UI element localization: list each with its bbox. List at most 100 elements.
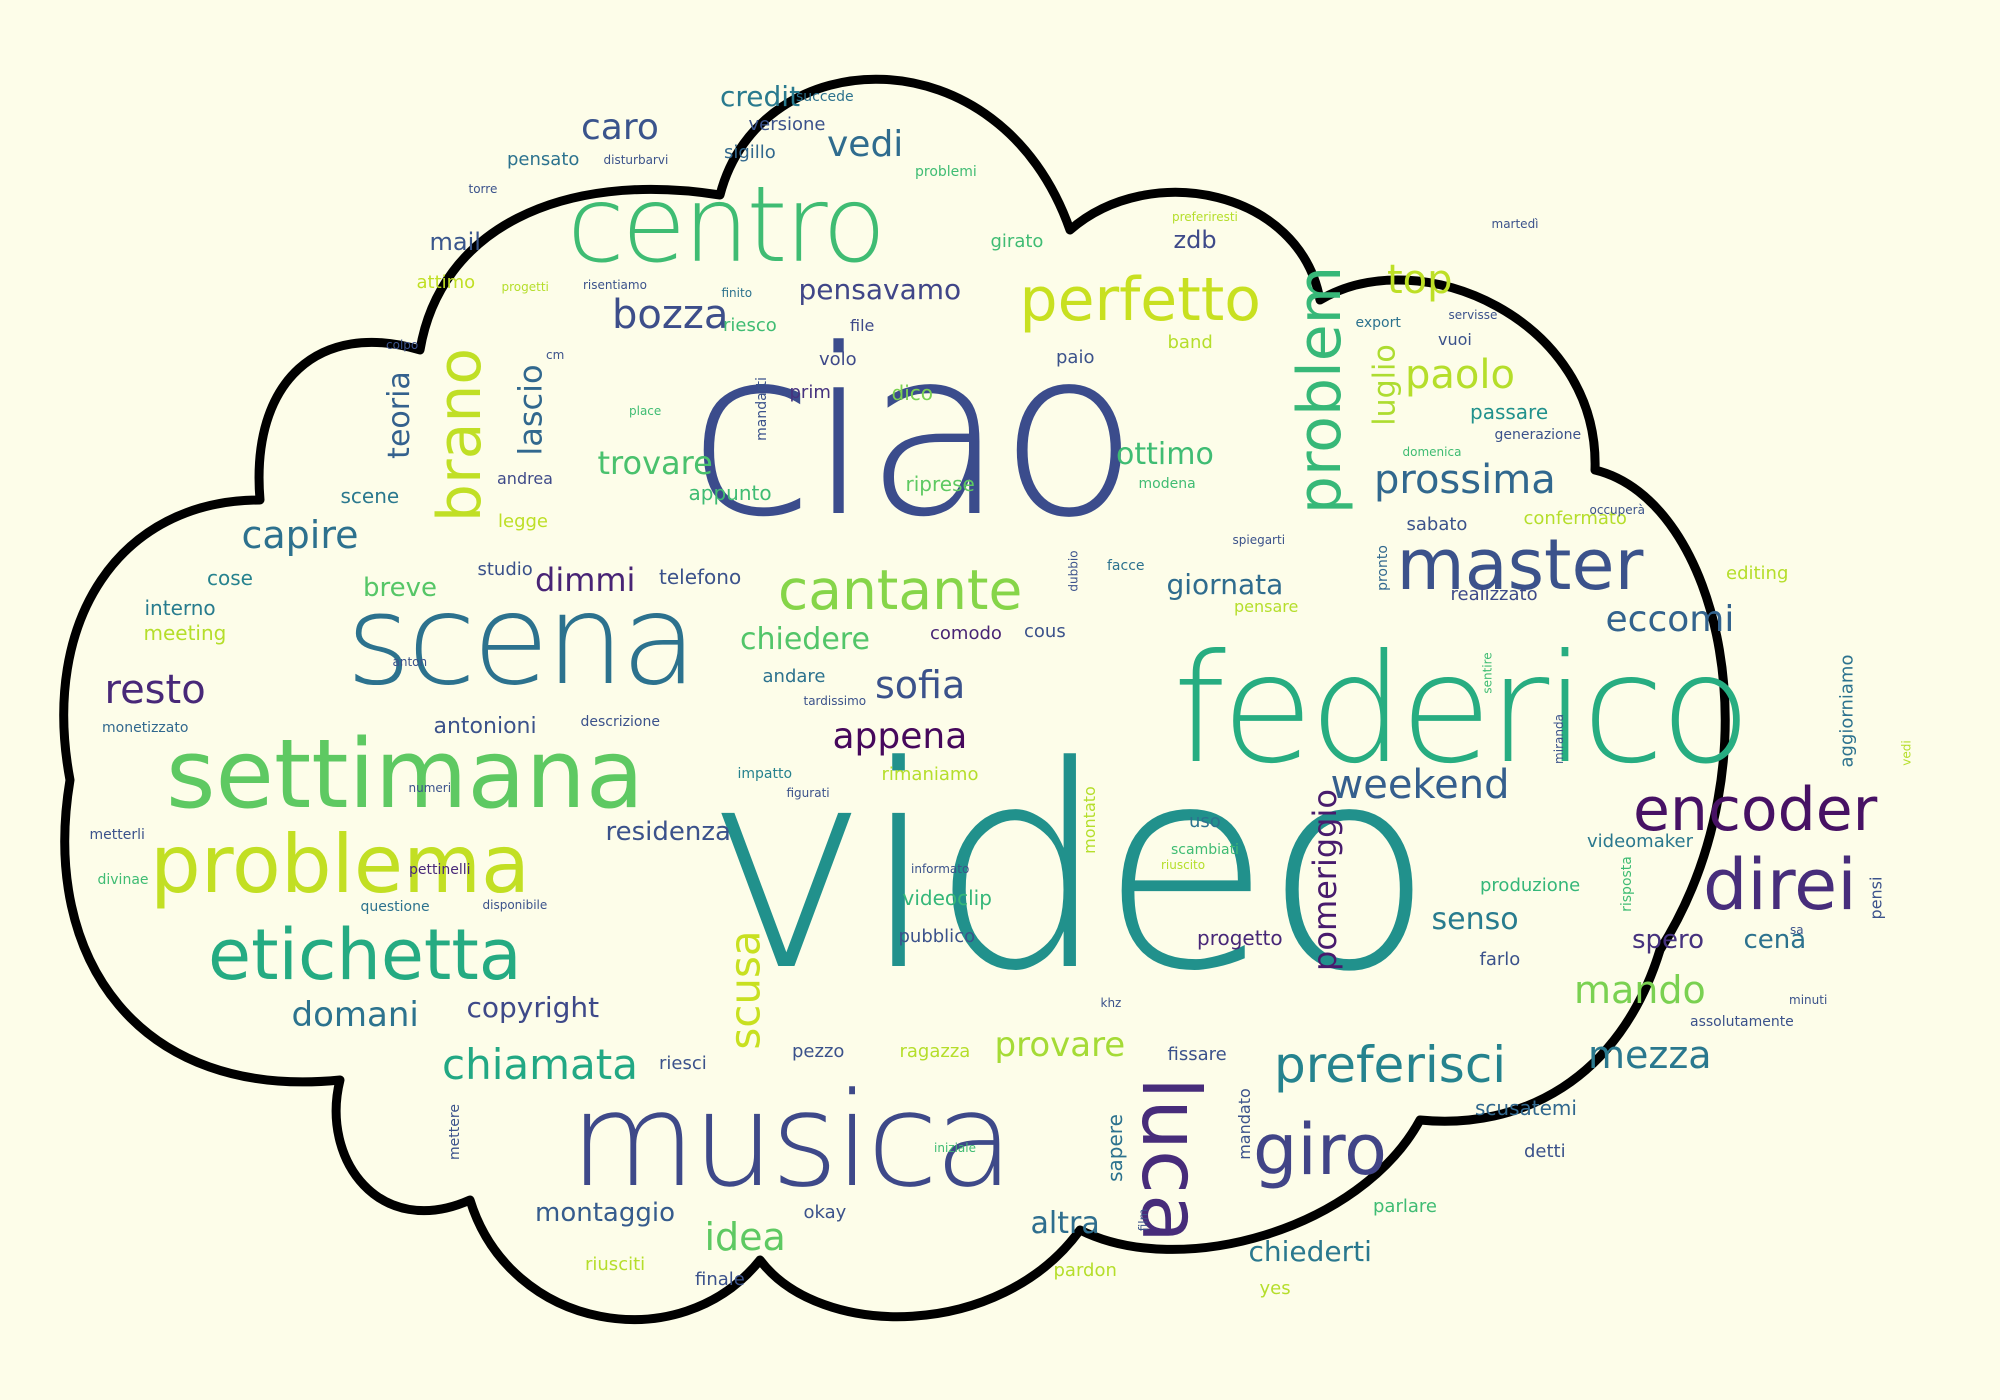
word-prim: prim <box>789 382 831 403</box>
word-marted-: martedì <box>1491 217 1539 231</box>
word-servisse: servisse <box>1448 308 1498 322</box>
word-weekend: weekend <box>1330 762 1510 808</box>
word-dubbio: dubbio <box>1066 550 1081 592</box>
word-figurati: figurati <box>786 786 830 800</box>
word-top: top <box>1387 257 1453 303</box>
word-monetizzato: monetizzato <box>102 720 189 736</box>
word-montato: montato <box>1079 786 1099 854</box>
word-caro: caro <box>581 107 659 148</box>
word-problema: problema <box>150 818 531 911</box>
word-spero: spero <box>1632 925 1705 955</box>
word-scusa: scusa <box>720 930 770 1050</box>
word-sa: sa <box>1790 923 1804 937</box>
word-giornata: giornata <box>1166 568 1284 601</box>
word-ragazza: ragazza <box>899 1041 971 1062</box>
word-volo: volo <box>819 349 857 370</box>
word-ottimo: ottimo <box>1116 437 1214 472</box>
word-paio: paio <box>1056 347 1095 368</box>
word-riusciti: riusciti <box>585 1254 646 1275</box>
word-assolutamente: assolutamente <box>1690 1014 1794 1030</box>
word-andrea: andrea <box>497 469 553 488</box>
word-attimo: attimo <box>416 272 476 293</box>
word-succede: succede <box>796 89 854 105</box>
word-realizzato: realizzato <box>1450 584 1538 605</box>
word-tardissimo: tardissimo <box>803 694 867 708</box>
word-domenica: domenica <box>1402 445 1462 459</box>
word-scambiati: scambiati <box>1171 842 1239 858</box>
word-centro: centro <box>567 163 886 286</box>
word-cm: cm <box>546 348 565 362</box>
word-descrizione: descrizione <box>580 714 660 730</box>
word-riesco: riesco <box>723 315 777 336</box>
word-khz: khz <box>1100 996 1122 1010</box>
word-video: video <box>703 707 1435 1033</box>
word-andare: andare <box>762 666 826 687</box>
word-occuper-: occuperà <box>1589 503 1645 517</box>
word-luglio: luglio <box>1367 344 1403 426</box>
word-appena: appena <box>832 716 968 757</box>
word-cantante: cantante <box>778 557 1023 622</box>
word-trovare: trovare <box>597 444 713 482</box>
word-problemi: problemi <box>915 164 977 180</box>
word-altra: altra <box>1030 1206 1100 1241</box>
word-chiedere: chiedere <box>740 622 870 657</box>
word-problem: problem <box>1285 265 1356 515</box>
word-anton: anton <box>392 655 428 669</box>
word-dimmi: dimmi <box>535 561 636 599</box>
word-giro: giro <box>1253 1109 1387 1191</box>
word-settimana: settimana <box>166 719 645 830</box>
word-telefono: telefono <box>659 565 742 589</box>
word-videoclip: videoclip <box>902 886 992 910</box>
word-band: band <box>1167 332 1213 353</box>
word-editing: editing <box>1726 563 1789 584</box>
word-minuti: minuti <box>1789 993 1828 1007</box>
word-detti: detti <box>1524 1141 1566 1162</box>
word-capire: capire <box>241 513 359 557</box>
word-riesci: riesci <box>659 1053 707 1074</box>
word-scene: scene <box>340 484 400 508</box>
word-chiamata: chiamata <box>442 1040 638 1089</box>
word-torre: torre <box>468 182 498 196</box>
word-vedi: vedi <box>827 124 904 165</box>
word-lascio: lascio <box>511 364 550 456</box>
word-meeting: meeting <box>143 621 227 645</box>
word-fissare: fissare <box>1167 1044 1227 1065</box>
word-dico: dico <box>891 381 933 405</box>
word-questione: questione <box>360 899 430 915</box>
word-mettere: mettere <box>446 1104 463 1160</box>
word-pensato: pensato <box>507 149 580 170</box>
word-file: file <box>850 316 875 335</box>
word-finito: finito <box>721 286 753 300</box>
word-girato: girato <box>990 231 1044 252</box>
word-pomeriggio: pomeriggio <box>1305 789 1344 971</box>
word-domani: domani <box>291 995 419 1035</box>
word-yes: yes <box>1259 1278 1291 1299</box>
word-mail: mail <box>429 228 481 256</box>
word-iniziale: iniziale <box>934 1141 976 1155</box>
word-finale: finale <box>695 1269 745 1290</box>
word-resto: resto <box>104 667 206 713</box>
word-impatto: impatto <box>737 766 793 782</box>
word-informato: informato <box>911 862 970 876</box>
word-numeri: numeri <box>408 781 452 795</box>
word-paolo: paolo <box>1405 352 1515 398</box>
word-scena: scena <box>346 567 698 713</box>
word-legge: legge <box>498 511 549 532</box>
word-sapere: sapere <box>1102 1114 1127 1182</box>
word-encoder: encoder <box>1633 775 1878 845</box>
word-teoria: teoria <box>381 371 417 459</box>
word-farlo: farlo <box>1479 949 1521 970</box>
word-okay: okay <box>803 1202 847 1223</box>
word-divinae: divinae <box>97 872 149 888</box>
word-pensavamo: pensavamo <box>798 273 962 306</box>
word-idea: idea <box>704 1215 786 1259</box>
word-zdb: zdb <box>1173 226 1217 254</box>
word-export: export <box>1355 315 1401 331</box>
word-interno: interno <box>144 596 216 620</box>
word-preferiresti: preferiresti <box>1172 210 1238 224</box>
word-master: master <box>1396 524 1644 606</box>
word-versione: versione <box>748 114 826 135</box>
word-pardon: pardon <box>1053 1260 1117 1281</box>
